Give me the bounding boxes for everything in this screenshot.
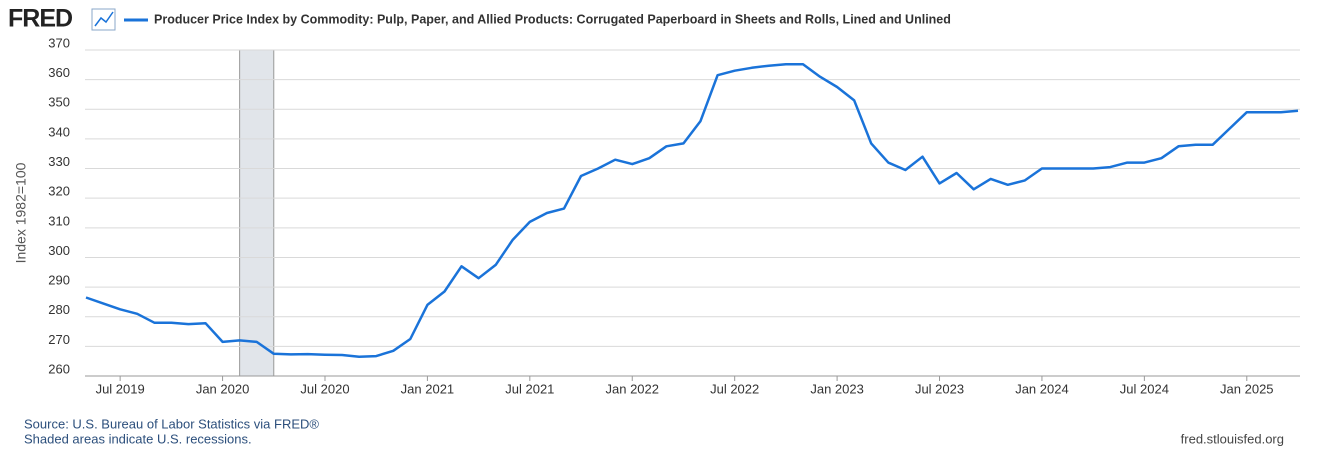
- x-tick-label: Jan 2022: [606, 381, 660, 396]
- plot-area: [85, 50, 1300, 376]
- y-tick-label: 340: [48, 124, 70, 139]
- legend-label: Producer Price Index by Commodity: Pulp,…: [154, 12, 951, 26]
- y-tick-label: 260: [48, 361, 70, 376]
- note: Shaded areas indicate U.S. recessions.: [24, 431, 252, 446]
- series-line: [85, 62, 1299, 358]
- y-tick-label: 300: [48, 243, 70, 258]
- x-tick-label: Jul 2023: [915, 381, 964, 396]
- y-axis-label: Index 1982=100: [13, 162, 29, 263]
- source: Source: U.S. Bureau of Labor Statistics …: [24, 416, 319, 431]
- x-tick-label: Jul 2022: [710, 381, 759, 396]
- y-tick-label: 360: [48, 65, 70, 80]
- x-tick-label: Jan 2025: [1220, 381, 1274, 396]
- logo: FRED: [8, 5, 72, 33]
- x-tick-label: Jul 2020: [300, 381, 349, 396]
- recession-shade: [239, 50, 274, 376]
- x-tick-label: Jan 2024: [1015, 381, 1069, 396]
- url: fred.stlouisfed.org: [1181, 431, 1284, 446]
- x-tick-label: Jan 2023: [810, 381, 864, 396]
- y-tick-label: 310: [48, 213, 70, 228]
- y-tick-label: 370: [48, 35, 70, 50]
- x-tick-label: Jul 2021: [505, 381, 554, 396]
- y-tick-label: 280: [48, 302, 70, 317]
- y-tick-label: 320: [48, 184, 70, 199]
- x-tick-label: Jul 2024: [1120, 381, 1169, 396]
- y-tick-label: 350: [48, 95, 70, 110]
- x-tick-label: Jan 2020: [196, 381, 250, 396]
- x-tick-label: Jan 2021: [401, 381, 455, 396]
- x-tick-label: Jul 2019: [96, 381, 145, 396]
- y-tick-label: 270: [48, 332, 70, 347]
- logo-icon: [91, 8, 116, 31]
- y-tick-label: 330: [48, 154, 70, 169]
- y-tick-label: 290: [48, 273, 70, 288]
